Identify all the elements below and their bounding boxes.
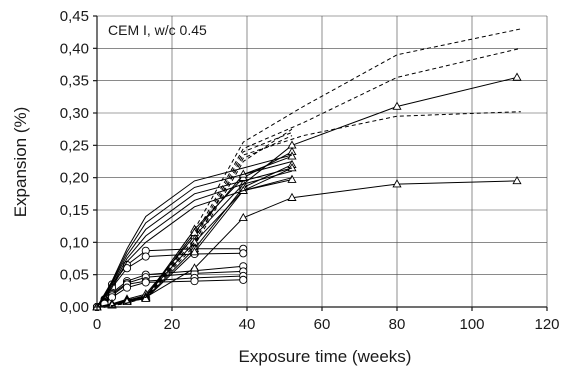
triangle-marker: [512, 72, 522, 81]
data-series: [92, 28, 522, 312]
series-line: [96, 161, 293, 308]
y-tick-label: 0,40: [60, 40, 89, 57]
circle-marker: [141, 252, 150, 261]
triangle-marker: [287, 163, 297, 172]
circle-marker: [122, 283, 132, 292]
series-9: [92, 72, 522, 311]
x-tick-label: 100: [459, 316, 484, 333]
triangle-marker: [238, 212, 248, 222]
circle-marker: [190, 277, 199, 286]
series-line: [96, 28, 521, 308]
series-6: [92, 275, 248, 312]
series-line: [96, 170, 293, 308]
triangle-marker: [189, 263, 200, 272]
y-tick-label: 0,00: [60, 299, 89, 316]
series-18: [96, 177, 293, 308]
series-15: [96, 161, 293, 308]
circle-marker: [239, 275, 248, 284]
series-19: [96, 28, 521, 308]
y-tick-label: 0,15: [60, 202, 89, 219]
triangle-marker: [189, 247, 200, 256]
x-tick-label: 60: [314, 316, 331, 333]
y-tick-label: 0,10: [60, 234, 89, 251]
triangle-marker: [287, 192, 297, 201]
y-tick-label: 0,30: [60, 105, 89, 122]
x-axis-title: Exposure time (weeks): [239, 347, 412, 366]
x-tick-label: 20: [164, 316, 181, 333]
triangle-marker: [512, 175, 522, 185]
y-tick-label: 0,05: [60, 267, 89, 284]
series-line: [96, 154, 293, 308]
grid: [97, 15, 548, 307]
series-line: [96, 76, 518, 308]
y-tick-label: 0,45: [60, 8, 89, 25]
axes: [93, 15, 548, 311]
triangle-marker: [107, 300, 117, 309]
circle-marker: [141, 278, 150, 287]
circle-marker: [239, 249, 248, 258]
triangle-marker: [141, 293, 151, 302]
x-tick-label: 80: [389, 316, 406, 333]
chart-annotation: CEM I, w/c 0.45: [108, 22, 207, 38]
x-tick-label: 0: [93, 316, 101, 333]
series-7: [92, 175, 522, 311]
y-tick-label: 0,25: [60, 137, 89, 154]
tick-labels: 0 20 40 60 80 100 120 0,00 0,05 0,10 0,15 0,20 0,25 0…: [60, 8, 560, 333]
triangle-marker: [287, 174, 297, 183]
series-line: [96, 167, 293, 308]
triangle-marker: [392, 179, 402, 188]
x-tick-label: 40: [239, 316, 256, 333]
series-24: [96, 128, 293, 308]
series-20: [96, 47, 521, 308]
series-line: [96, 111, 521, 308]
series-line: [96, 47, 521, 308]
series-21: [96, 111, 521, 308]
x-tick-label: 120: [534, 316, 559, 333]
series-14: [96, 154, 293, 308]
series-line: [96, 177, 293, 308]
y-tick-label: 0,35: [60, 73, 89, 90]
series-line: [96, 128, 293, 308]
y-tick-label: 0,20: [60, 170, 89, 187]
series-16: [96, 167, 293, 308]
triangle-marker: [392, 101, 402, 110]
series-17: [96, 170, 293, 308]
series-line: [96, 180, 518, 308]
y-axis-title: Expansion (%): [11, 107, 30, 218]
triangle-marker: [122, 296, 132, 306]
